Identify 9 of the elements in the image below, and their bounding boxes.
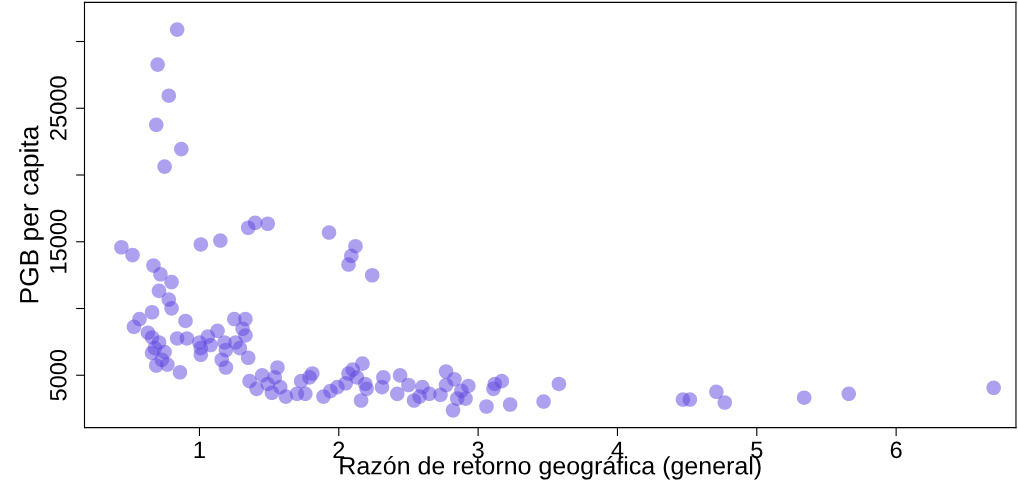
x-tick-label: 4 xyxy=(611,441,624,458)
x-tick-label: 1 xyxy=(194,441,205,458)
x-tick-label: 2 xyxy=(333,441,345,458)
y-tick-label: 15000 xyxy=(49,209,67,273)
x-tick-label: 5 xyxy=(751,441,763,459)
y-tick-label: 5000 xyxy=(49,349,67,401)
x-tick-label: 6 xyxy=(890,441,902,459)
y-axis-title: PGB per capita xyxy=(19,125,44,303)
y-tick-label: 25000 xyxy=(49,76,67,140)
